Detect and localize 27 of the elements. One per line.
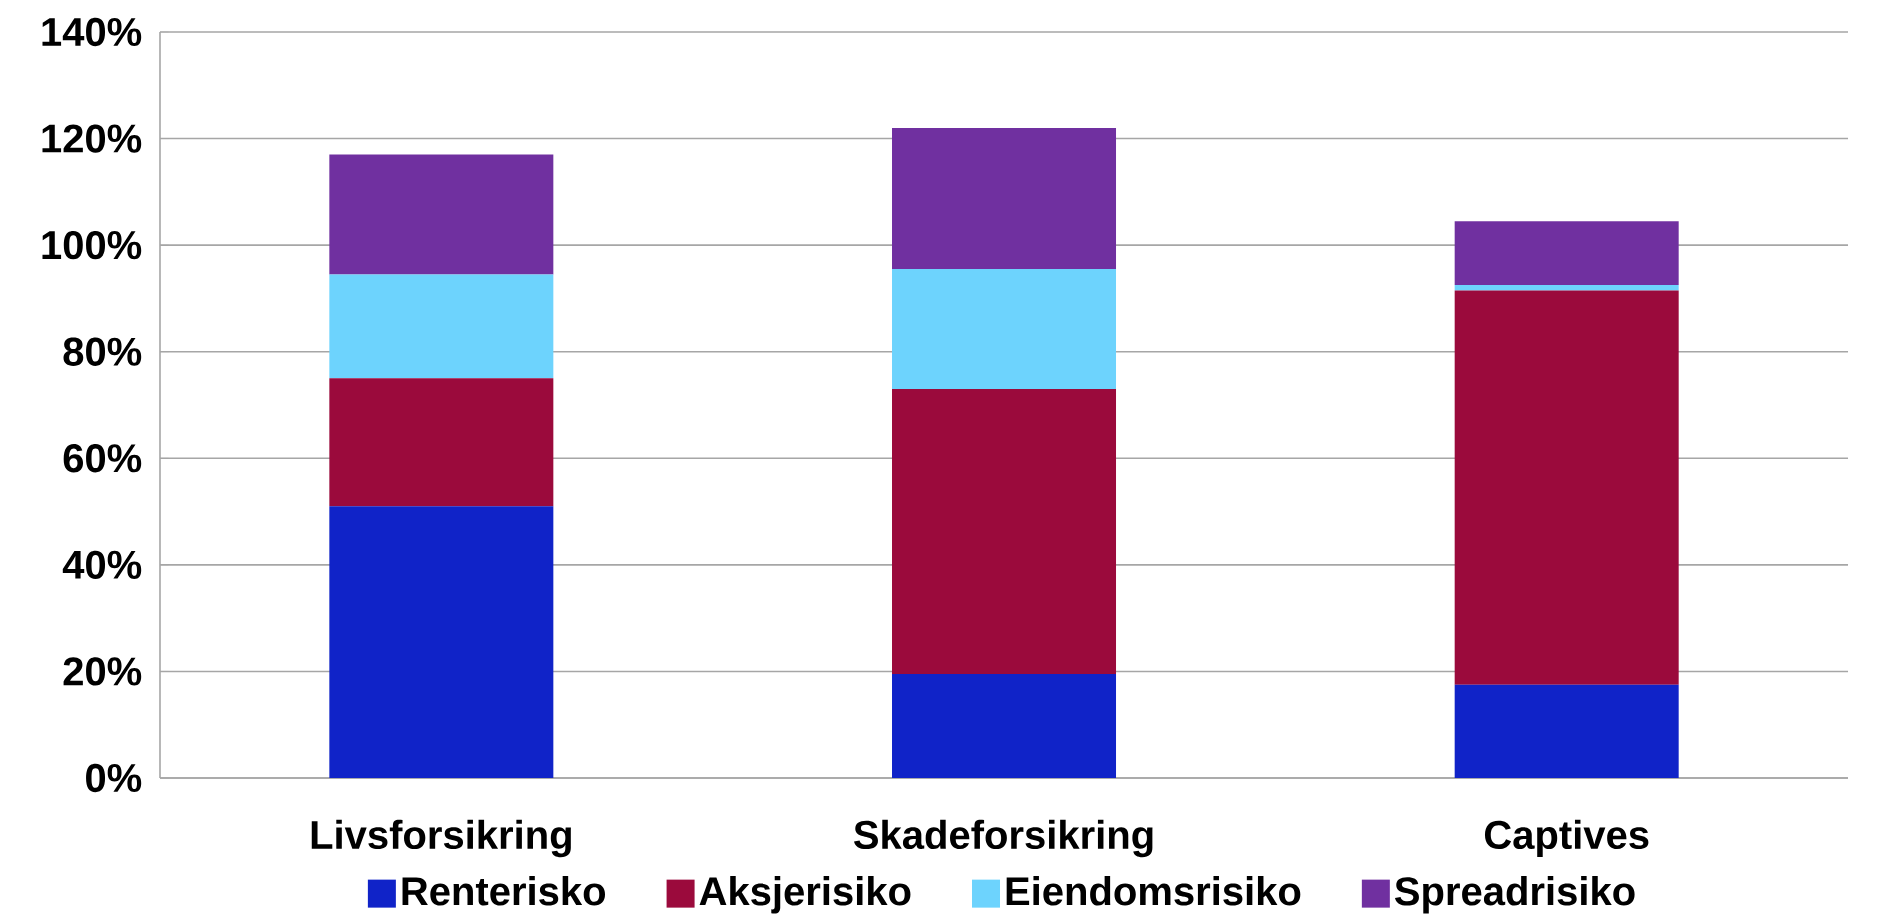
- x-tick-label: Captives: [1484, 819, 1649, 858]
- x-tick-label: Livsforsikring: [311, 819, 571, 858]
- y-tick-label: 0%: [86, 763, 142, 793]
- bar: [892, 127, 1117, 270]
- bar: [329, 274, 554, 379]
- legend-label: Spreadrisiko: [1394, 876, 1635, 914]
- y-tick-label: 80%: [63, 337, 142, 366]
- bar: [329, 154, 554, 275]
- bar: [1454, 285, 1679, 291]
- bar: [892, 674, 1117, 778]
- y-tick-label: 140%: [42, 17, 142, 47]
- bar: [892, 269, 1117, 390]
- bar: [329, 506, 554, 778]
- legend-label: Renterisko: [402, 876, 606, 906]
- x-tick-label: Skadeforsikring: [854, 819, 1153, 858]
- legend-label: Eiendomsrisiko: [1006, 876, 1301, 906]
- bar: [892, 389, 1117, 675]
- y-tick-label: 20%: [63, 657, 142, 686]
- bar: [329, 378, 554, 507]
- legend-label: Aksjerisiko: [699, 876, 911, 914]
- bar: [1454, 221, 1679, 286]
- bar: [1454, 290, 1679, 685]
- bar: [1454, 684, 1679, 778]
- y-tick-label: 40%: [62, 550, 142, 580]
- y-tick-label: 60%: [63, 444, 142, 473]
- y-tick-label: 100%: [42, 230, 142, 260]
- y-tick-label: 120%: [42, 124, 142, 153]
